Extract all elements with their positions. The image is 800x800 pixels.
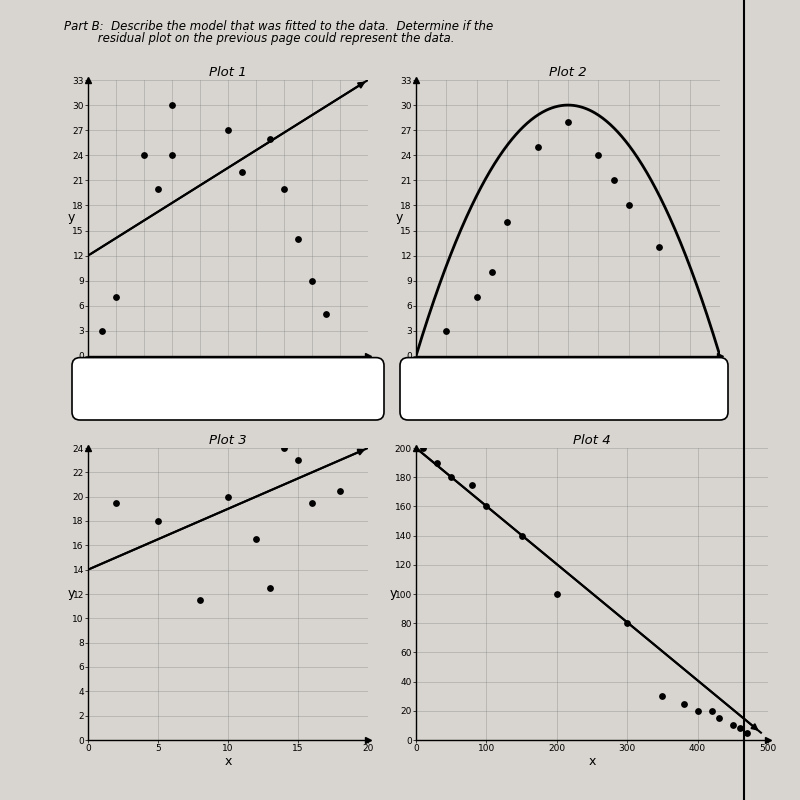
Point: [706, 705, 718, 717]
Point: [110, 496, 122, 509]
Point: [712, 712, 725, 725]
Point: [621, 617, 634, 630]
X-axis label: x: x: [224, 754, 232, 767]
Point: [166, 149, 178, 162]
Title: Plot 4: Plot 4: [573, 434, 611, 447]
Point: [152, 182, 165, 195]
Point: [166, 98, 178, 111]
X-axis label: x: x: [224, 370, 232, 383]
Y-axis label: y: y: [395, 211, 402, 225]
Point: [550, 587, 563, 600]
Point: [278, 182, 290, 195]
Point: [430, 456, 443, 469]
Point: [264, 132, 277, 145]
Point: [110, 291, 122, 304]
X-axis label: x: x: [564, 370, 572, 383]
Point: [222, 490, 234, 503]
Point: [466, 478, 478, 491]
Point: [741, 726, 754, 739]
Point: [334, 484, 346, 497]
Point: [562, 115, 574, 128]
Point: [440, 325, 453, 338]
Point: [306, 274, 318, 287]
Point: [726, 719, 739, 732]
Point: [480, 500, 493, 513]
Point: [470, 291, 483, 304]
Point: [306, 496, 318, 509]
Point: [222, 124, 234, 137]
Point: [486, 266, 498, 278]
Title: Plot 2: Plot 2: [549, 66, 587, 79]
Point: [236, 166, 249, 178]
Point: [622, 199, 635, 212]
Point: [445, 470, 458, 483]
Point: [194, 594, 206, 606]
Point: [501, 216, 514, 229]
Point: [138, 149, 150, 162]
Point: [264, 582, 277, 594]
Y-axis label: y: y: [67, 587, 74, 601]
Point: [152, 514, 165, 527]
Text: Part B:  Describe the model that was fitted to the data.  Determine if the: Part B: Describe the model that was fitt…: [64, 20, 494, 33]
Point: [531, 141, 544, 154]
Point: [515, 530, 528, 542]
Point: [291, 454, 304, 466]
Point: [250, 533, 262, 546]
Point: [278, 442, 290, 454]
Point: [291, 233, 304, 246]
Y-axis label: y: y: [67, 211, 74, 225]
Point: [320, 308, 333, 321]
Text: residual plot on the previous page could represent the data.: residual plot on the previous page could…: [64, 32, 454, 45]
Y-axis label: y: y: [390, 587, 397, 601]
Title: Plot 3: Plot 3: [209, 434, 247, 447]
Point: [734, 722, 746, 734]
Point: [656, 690, 669, 702]
Point: [653, 241, 666, 254]
Point: [607, 174, 620, 186]
Title: Plot 1: Plot 1: [209, 66, 247, 79]
X-axis label: x: x: [588, 754, 596, 767]
Point: [691, 705, 704, 717]
Point: [677, 697, 690, 710]
Point: [592, 149, 605, 162]
Point: [96, 325, 109, 338]
Point: [417, 442, 430, 454]
